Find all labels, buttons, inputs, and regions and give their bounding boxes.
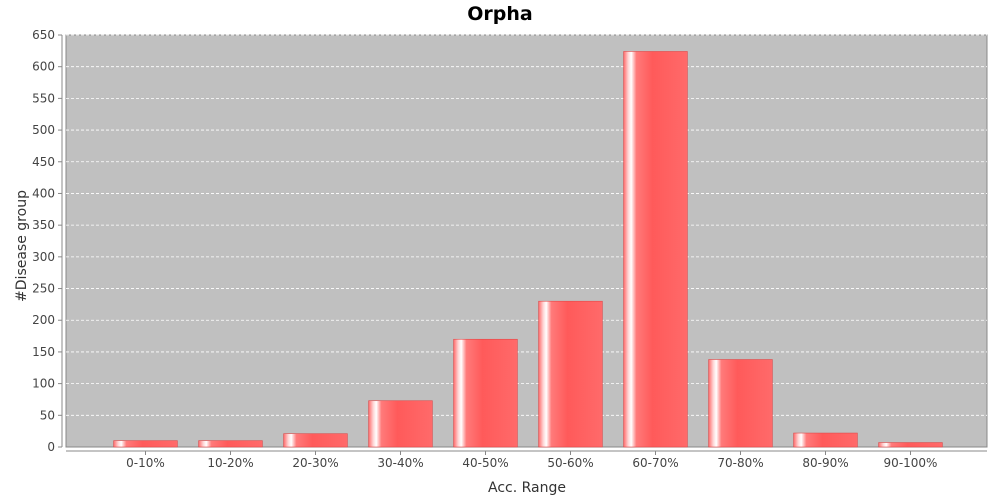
bar-10-20% [198, 440, 263, 448]
bar-70-80% [708, 359, 773, 448]
bar-60-70% [623, 51, 688, 448]
x-tick-label: 80-90% [802, 456, 848, 470]
bar-80-90% [793, 432, 858, 448]
y-tick-label: 0 [47, 440, 55, 454]
x-tick-label: 90-100% [884, 456, 938, 470]
y-tick-label: 350 [32, 218, 55, 232]
y-tick-label: 100 [32, 377, 55, 391]
x-tick-label: 70-80% [717, 456, 763, 470]
plot-area [65, 34, 988, 448]
chart-title: Orpha [467, 3, 532, 25]
x-tick-label: 30-40% [377, 456, 423, 470]
bars [113, 51, 943, 448]
y-tick-label: 150 [32, 345, 55, 359]
x-tick-label: 50-60% [547, 456, 593, 470]
y-tick-label: 50 [40, 408, 55, 422]
y-tick-label: 400 [32, 186, 55, 200]
y-axis: 0 50 100 150 200 250 300 350 400 450 500 550 600 650 [32, 28, 63, 454]
x-tick-label: 60-70% [632, 456, 678, 470]
x-axis: 0-10% 10-20% 20-30% 30-40% 40-50% 50-60% 60-70… [66, 450, 987, 470]
y-tick-label: 450 [32, 155, 55, 169]
x-tick-label: 10-20% [207, 456, 253, 470]
bar-20-30% [283, 433, 348, 448]
bar-0-10% [113, 440, 178, 448]
y-tick-label: 600 [32, 60, 55, 74]
x-axis-label: Acc. Range [488, 480, 566, 496]
bar-50-60% [538, 300, 603, 448]
y-tick-label: 550 [32, 91, 55, 105]
bar-40-50% [453, 338, 518, 448]
y-axis-label: #Disease group [14, 190, 30, 302]
x-tick-label: 0-10% [126, 456, 165, 470]
gridlines [66, 34, 987, 416]
x-tick-label: 20-30% [292, 456, 338, 470]
y-tick-label: 300 [32, 250, 55, 264]
y-tick-label: 500 [32, 123, 55, 137]
y-tick-label: 250 [32, 282, 55, 296]
x-tick-label: 40-50% [462, 456, 508, 470]
y-tick-label: 650 [32, 28, 55, 42]
y-tick-label: 200 [32, 313, 55, 327]
bar-90-100% [878, 442, 943, 448]
bar-30-40% [368, 400, 433, 448]
